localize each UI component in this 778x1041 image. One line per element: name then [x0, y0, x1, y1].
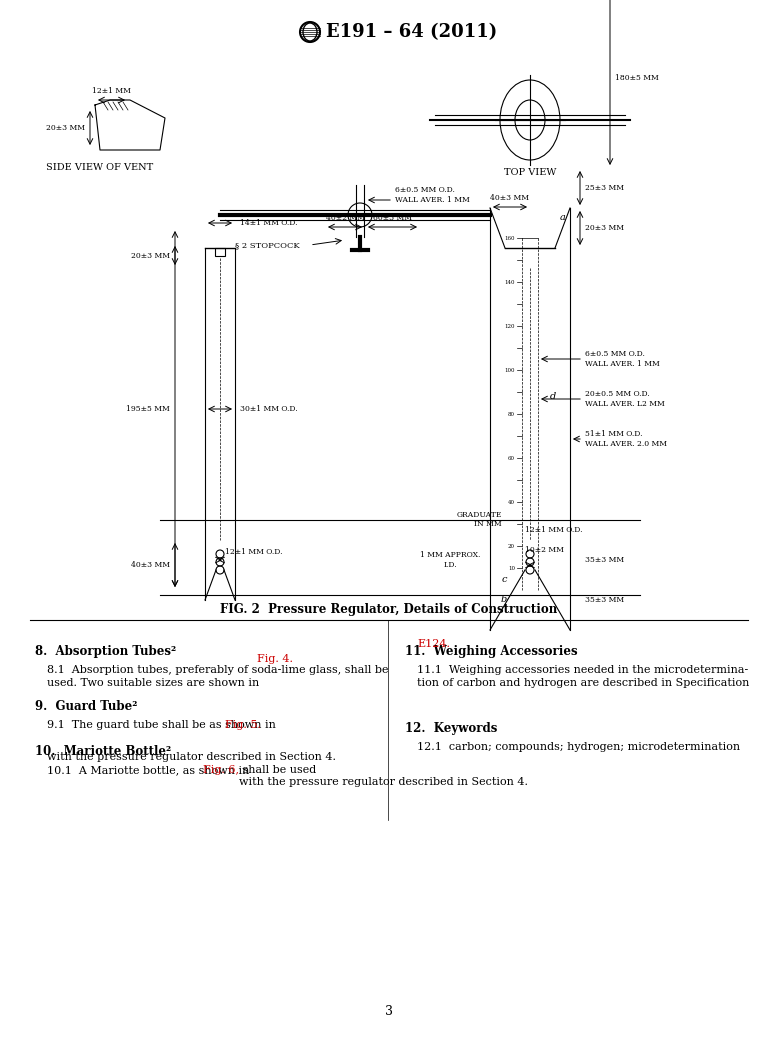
Text: 6±0.5 MM O.D.
WALL AVER. 1 MM: 6±0.5 MM O.D. WALL AVER. 1 MM — [395, 186, 470, 204]
Text: 9.1  The guard tube shall be as shown in: 9.1 The guard tube shall be as shown in — [47, 720, 279, 730]
Text: 140: 140 — [504, 279, 515, 284]
Text: 20±3 MM: 20±3 MM — [131, 252, 170, 260]
Text: 12.  Keywords: 12. Keywords — [405, 722, 497, 735]
Text: 195±5 MM: 195±5 MM — [126, 405, 170, 413]
Text: 60±3 MM: 60±3 MM — [373, 214, 412, 222]
Text: d: d — [550, 391, 556, 401]
Text: 100: 100 — [504, 367, 515, 373]
Text: 10.1  A Mariotte bottle, as shown in: 10.1 A Mariotte bottle, as shown in — [47, 765, 253, 775]
Text: 20±3 MM: 20±3 MM — [585, 224, 624, 232]
Text: FIG. 2  Pressure Regulator, Details of Construction: FIG. 2 Pressure Regulator, Details of Co… — [220, 603, 558, 616]
Text: 9.  Guard Tube²: 9. Guard Tube² — [35, 700, 138, 713]
Text: 12±1 MM: 12±1 MM — [92, 87, 131, 95]
Text: 80: 80 — [508, 411, 515, 416]
Text: 160: 160 — [504, 235, 515, 240]
Text: Fig. 4.: Fig. 4. — [257, 654, 293, 664]
Text: 12±1 MM O.D.: 12±1 MM O.D. — [225, 548, 282, 556]
Text: 10±2 MM: 10±2 MM — [525, 545, 564, 554]
Text: § 2 STOPCOCK: § 2 STOPCOCK — [235, 242, 300, 249]
Text: Fig. 6,: Fig. 6, — [203, 765, 239, 775]
Text: 120: 120 — [504, 324, 515, 329]
Text: GRADUATE
IN MM: GRADUATE IN MM — [457, 511, 502, 528]
Text: 40±3 MM: 40±3 MM — [131, 561, 170, 569]
Text: 11.1  Weighing accessories needed in the microdetermina-
tion of carbon and hydr: 11.1 Weighing accessories needed in the … — [417, 665, 749, 702]
Text: 10.  Mariotte Bottle²: 10. Mariotte Bottle² — [35, 745, 171, 758]
Text: TOP VIEW: TOP VIEW — [504, 168, 556, 177]
Text: 1 MM APPROX.
I.D.: 1 MM APPROX. I.D. — [420, 552, 480, 568]
Text: 14±1 MM O.D.: 14±1 MM O.D. — [240, 219, 297, 227]
Text: 40±2 MM: 40±2 MM — [325, 214, 364, 222]
Text: shall be used
with the pressure regulator described in Section 4.: shall be used with the pressure regulato… — [239, 765, 528, 787]
Text: E191 – 64 (2011): E191 – 64 (2011) — [326, 23, 497, 41]
Text: 51±1 MM O.D.
WALL AVER. 2.0 MM: 51±1 MM O.D. WALL AVER. 2.0 MM — [585, 430, 667, 448]
Text: 8.  Absorption Tubes²: 8. Absorption Tubes² — [35, 645, 176, 658]
Text: 20: 20 — [508, 543, 515, 549]
Text: 11.  Weighing Accessories: 11. Weighing Accessories — [405, 645, 577, 658]
Text: 20±0.5 MM O.D.
WALL AVER. L2 MM: 20±0.5 MM O.D. WALL AVER. L2 MM — [585, 390, 664, 408]
Text: 40: 40 — [508, 500, 515, 505]
Text: 20±3 MM: 20±3 MM — [46, 124, 85, 132]
Text: Fig. 5.: Fig. 5. — [225, 720, 261, 730]
Text: c: c — [502, 576, 507, 584]
Ellipse shape — [352, 249, 368, 257]
Text: 12.1  carbon; compounds; hydrogen; microdetermination: 12.1 carbon; compounds; hydrogen; microd… — [417, 742, 740, 752]
FancyBboxPatch shape — [215, 248, 225, 256]
Text: a: a — [560, 213, 566, 223]
Circle shape — [348, 203, 372, 227]
Text: b: b — [501, 595, 507, 605]
Text: 10: 10 — [508, 565, 515, 570]
Text: 40±3 MM: 40±3 MM — [490, 194, 530, 202]
Text: E124.: E124. — [417, 639, 450, 649]
Text: with the pressure regulator described in Section 4.: with the pressure regulator described in… — [47, 752, 336, 762]
Text: 35±3 MM: 35±3 MM — [585, 556, 624, 564]
Text: 180±5 MM: 180±5 MM — [615, 74, 659, 82]
Text: 60: 60 — [508, 456, 515, 460]
Text: 3: 3 — [385, 1005, 393, 1018]
Text: SIDE VIEW OF VENT: SIDE VIEW OF VENT — [47, 163, 153, 172]
Text: 12±1 MM O.D.: 12±1 MM O.D. — [525, 526, 583, 534]
Text: 30±1 MM O.D.: 30±1 MM O.D. — [240, 405, 298, 413]
Text: 35±3 MM: 35±3 MM — [585, 596, 624, 604]
Text: 8.1  Absorption tubes, preferably of soda-lime glass, shall be
used. Two suitabl: 8.1 Absorption tubes, preferably of soda… — [47, 665, 388, 688]
Text: 25±3 MM: 25±3 MM — [585, 184, 624, 192]
Text: 6±0.5 MM O.D.
WALL AVER. 1 MM: 6±0.5 MM O.D. WALL AVER. 1 MM — [585, 351, 660, 367]
